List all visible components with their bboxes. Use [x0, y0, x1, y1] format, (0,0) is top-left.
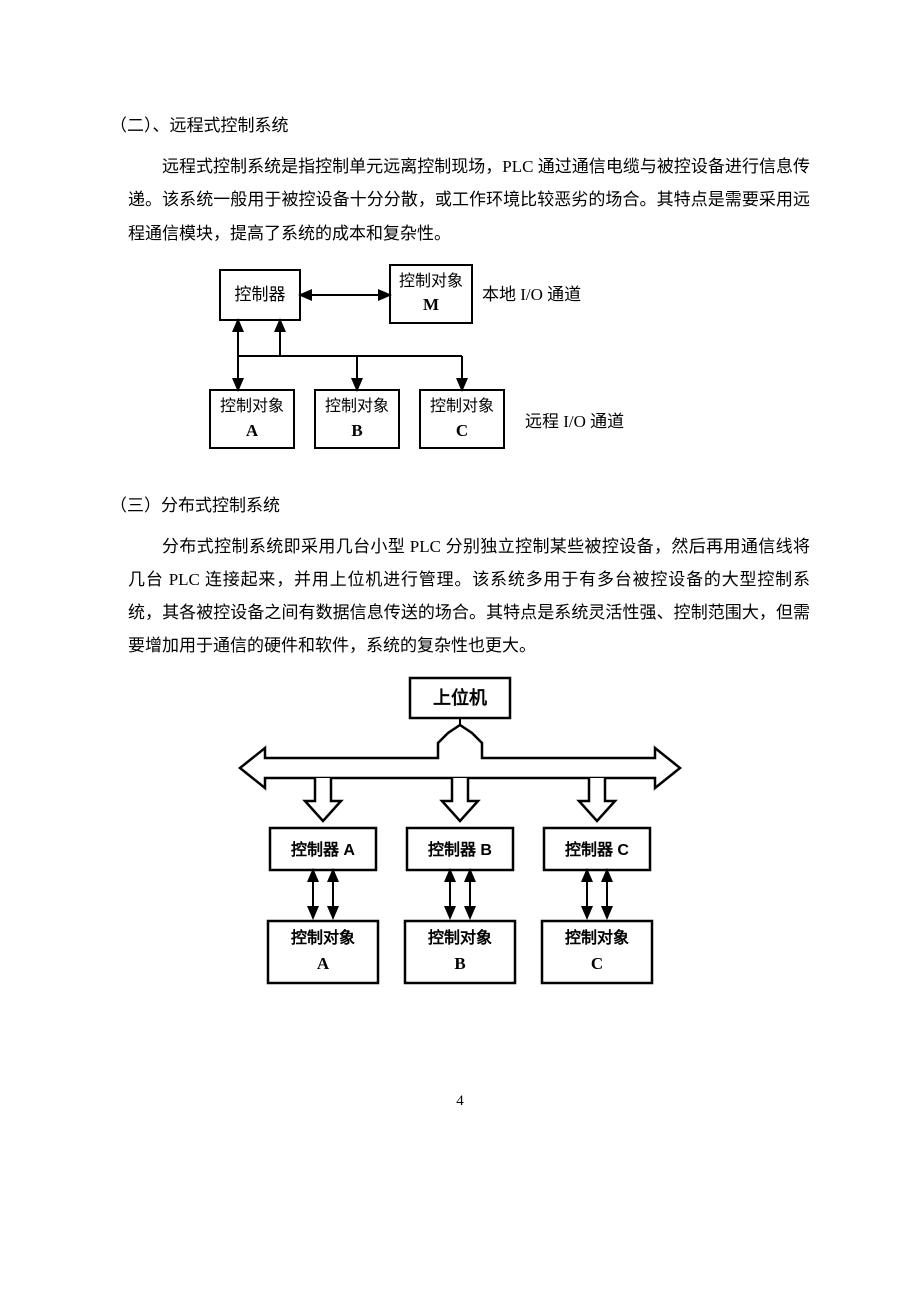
- d2-host-label: 上位机: [433, 687, 487, 708]
- d1-obj-a-l1: 控制对象: [220, 397, 284, 415]
- d2-obj-c-l2: C: [591, 954, 603, 973]
- diagram-remote-control: 控制器 控制对象 M 本地 I/O 通道 控制对象 A 控制对象 B 控制对象 …: [110, 260, 810, 460]
- d1-obj-c-l2: C: [456, 421, 468, 440]
- d2-obj-c-l1: 控制对象: [565, 928, 629, 947]
- diagram-distributed-control: 上位机 控制器 A 控制器 B 控制器 C: [110, 673, 810, 1003]
- d1-label-remote: 远程 I/O 通道: [525, 412, 624, 431]
- d1-obj-c-l1: 控制对象: [430, 397, 494, 415]
- d1-obj-a-l2: A: [246, 421, 259, 440]
- section-3-paragraph: 分布式控制系统即采用几台小型 PLC 分别独立控制某些被控设备，然后再用通信线将…: [110, 530, 810, 663]
- page-content: （二）、远程式控制系统 远程式控制系统是指控制单元远离控制现场，PLC 通过通信…: [0, 0, 920, 1170]
- d2-ctrl-c: 控制器 C: [565, 840, 629, 859]
- d1-obj-b-l1: 控制对象: [325, 397, 389, 415]
- d1-controller-label: 控制器: [235, 285, 286, 304]
- page-number: 4: [110, 1093, 810, 1110]
- section-2-heading: （二）、远程式控制系统: [110, 110, 810, 142]
- d1-obj-m-l2: M: [423, 295, 439, 314]
- d2-obj-b-l1: 控制对象: [428, 928, 492, 947]
- d2-ctrl-a: 控制器 A: [291, 840, 355, 859]
- section-3-heading: （三）分布式控制系统: [110, 490, 810, 522]
- d2-obj-b-l2: B: [454, 954, 465, 973]
- section-2-paragraph: 远程式控制系统是指控制单元远离控制现场，PLC 通过通信电缆与被控设备进行信息传…: [110, 150, 810, 249]
- d1-obj-b-l2: B: [351, 421, 362, 440]
- d2-obj-a-l2: A: [317, 954, 330, 973]
- d1-label-local: 本地 I/O 通道: [482, 285, 581, 304]
- d2-obj-a-l1: 控制对象: [291, 928, 355, 947]
- d1-obj-m-l1: 控制对象: [399, 272, 463, 290]
- d2-ctrl-b: 控制器 B: [428, 840, 492, 859]
